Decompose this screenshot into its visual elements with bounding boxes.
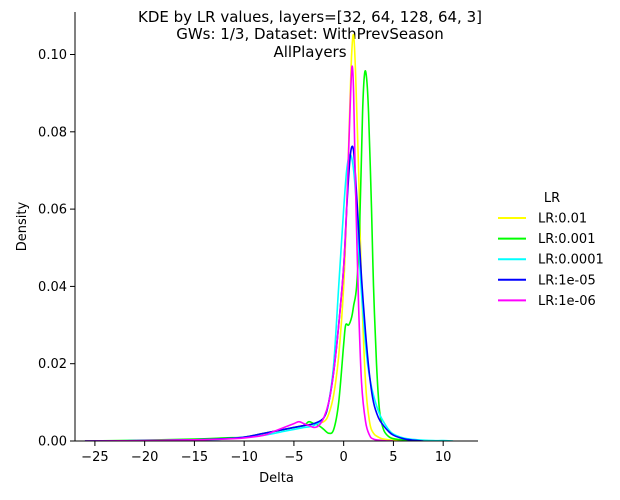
axes-layer: −25 −20 −15 −10 −5 0 5 10 0.00 0.02 0.04 0.06 0.08 0.… [15, 12, 478, 486]
series-layer [84, 33, 454, 441]
legend-label-4: LR:1e-06 [538, 294, 596, 309]
series-line-1 [84, 70, 434, 441]
y-axis-label: Density [15, 201, 30, 251]
chart-title-line-3: AllPlayers [273, 43, 347, 61]
x-tick-label: −5 [284, 450, 303, 465]
y-tick-label: 0.00 [38, 435, 67, 450]
x-tick-label: 0 [340, 450, 348, 465]
x-tick-label: −15 [181, 450, 208, 465]
x-axis-label: Delta [259, 471, 294, 486]
y-tick-label: 0.06 [38, 203, 67, 218]
y-tick-label: 0.02 [38, 357, 67, 372]
x-tick-label: 5 [389, 450, 397, 465]
legend: LR LR:0.01 LR:0.001 LR:0.0001 LR:1e-05 LR:1e-… [498, 191, 604, 309]
legend-label-0: LR:0.01 [538, 212, 587, 227]
legend-title: LR [544, 191, 560, 206]
series-line-3 [84, 145, 424, 441]
x-tick-label: 10 [435, 450, 452, 465]
y-tick-label: 0.08 [38, 125, 67, 140]
series-line-2 [84, 153, 454, 441]
legend-label-1: LR:0.001 [538, 232, 595, 247]
y-tick-label: 0.04 [38, 280, 67, 295]
x-tick-label: −20 [131, 450, 158, 465]
legend-label-2: LR:0.0001 [538, 253, 604, 268]
x-tick-label: −10 [230, 450, 257, 465]
y-tick-label: 0.10 [38, 48, 67, 63]
series-line-4 [84, 65, 394, 441]
chart-title-line-1: KDE by LR values, layers=[32, 64, 128, 6… [138, 8, 482, 26]
x-tick-label: −25 [81, 450, 108, 465]
legend-label-3: LR:1e-05 [538, 273, 596, 288]
